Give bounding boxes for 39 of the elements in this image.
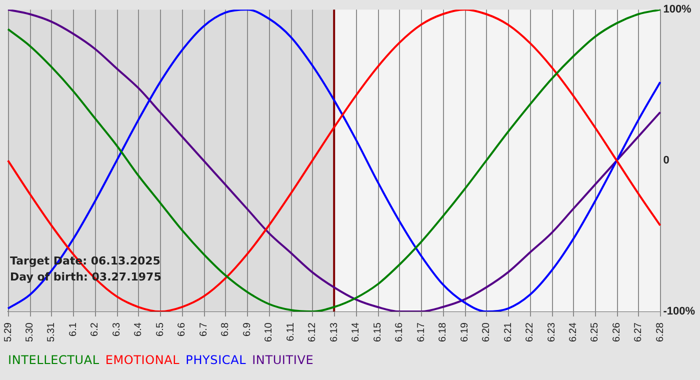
text: INTELLECTUAL [8,353,100,367]
x-tick-label: 6.10 [264,322,275,342]
x-tick-label: 6.11 [285,322,296,342]
x-tick-label: 6.28 [654,322,666,342]
x-tick-label: 6.21 [502,322,514,342]
x-tick-label: 6.3 [111,322,122,336]
x-tick-label: 6.26 [611,322,622,342]
x-tick-label: 6.6 [176,322,188,336]
x-tick-label: 6.23 [546,322,558,342]
text: PHYSICAL [186,353,246,367]
x-tick-label: 6.16 [394,322,406,342]
x-tick-label: 6.15 [372,322,384,342]
x-tick-label: 6.24 [568,322,579,342]
line-series [7,10,662,312]
x-tick-label: 6.9 [242,322,253,336]
x-tick-label: 6.27 [633,322,644,342]
y-tick-label: 0 [663,154,670,167]
x-tick-label: 6.20 [481,322,492,342]
x-tick-label: 6.17 [416,322,427,342]
x-tick-label: 6.25 [590,322,601,342]
x-tick-label: 6.18 [438,322,449,342]
x-tick-label: 6.2 [90,322,101,336]
y-tick-label: 100% [663,4,692,16]
x-tick-label: 6.1 [68,322,79,336]
x-tick-label: 6.14 [350,322,362,342]
x-tick-label: 6.7 [198,322,210,336]
x-tick-label: 5.31 [46,322,58,342]
x-tick-label: 5.29 [2,322,14,342]
x-tick-label: 6.8 [220,322,232,336]
x-tick-label: 6.13 [328,322,340,342]
x-tick-label: 6.12 [307,322,318,342]
x-tick-label: 6.5 [154,322,166,336]
x-tick-label: 6.22 [524,322,536,342]
x-tick-label: 6.19 [459,322,470,342]
text: EMOTIONAL [105,353,180,367]
x-tick-label: 5.30 [24,322,36,342]
text: INTUITIVE [252,353,314,367]
y-tick-label: -100% [663,306,696,318]
x-tick-label: 6.4 [133,322,144,336]
